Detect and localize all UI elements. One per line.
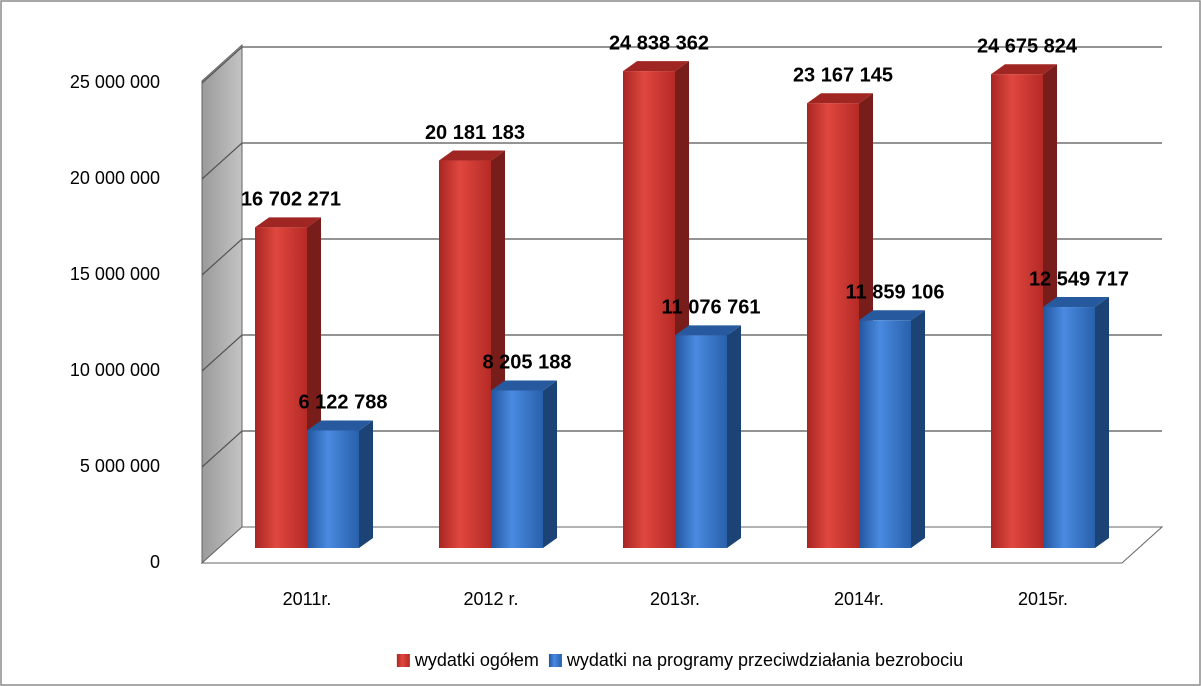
y-tick-label: 5 000 000 <box>80 456 160 476</box>
y-tick-label: 0 <box>150 552 160 572</box>
bar-side <box>1095 297 1109 548</box>
bar <box>1043 307 1095 548</box>
x-tick-label: 2015r. <box>1018 589 1068 609</box>
bar-top <box>807 93 873 104</box>
value-label: 11 076 761 <box>662 297 761 319</box>
x-tick-label: 2014r. <box>834 589 884 609</box>
bar-top <box>1043 297 1109 308</box>
bar-top <box>307 420 373 431</box>
bar-top <box>491 380 557 391</box>
bar <box>439 160 491 548</box>
bar-side <box>727 325 741 548</box>
legend-label: wydatki ogółem <box>414 650 539 670</box>
y-tick-label: 15 000 000 <box>70 264 160 284</box>
x-tick-label: 2011r. <box>283 589 332 609</box>
value-label: 16 702 271 <box>241 189 341 211</box>
bar <box>491 390 543 548</box>
value-label: 8 205 188 <box>483 352 572 374</box>
bar-side <box>911 310 925 548</box>
bar-side <box>543 380 557 548</box>
bar <box>675 335 727 548</box>
legend-swatch <box>548 654 562 667</box>
y-tick-label: 20 000 000 <box>70 168 160 188</box>
value-label: 24 838 362 <box>609 32 709 54</box>
bar-top <box>991 64 1057 75</box>
bar-top <box>439 150 505 161</box>
value-label: 23 167 145 <box>793 64 893 86</box>
value-label: 24 675 824 <box>977 36 1078 58</box>
side-wall <box>201 43 243 565</box>
bar <box>807 103 859 548</box>
grid-line <box>201 46 1162 84</box>
y-tick-label: 25 000 000 <box>70 72 160 92</box>
value-label: 6 122 788 <box>299 392 388 414</box>
bar-top <box>675 325 741 336</box>
value-label: 11 859 106 <box>846 282 945 304</box>
legend-swatch <box>396 654 410 667</box>
bar <box>255 227 307 548</box>
bar-side <box>359 420 373 548</box>
bar <box>307 430 359 548</box>
legend-label: wydatki na programy przeciwdziałania bez… <box>566 650 963 670</box>
bar <box>623 71 675 548</box>
bar <box>991 74 1043 548</box>
bar-top <box>623 61 689 72</box>
bar-top <box>255 217 321 228</box>
value-label: 12 549 717 <box>1029 268 1129 290</box>
x-tick-label: 2013r. <box>650 589 700 609</box>
y-tick-label: 10 000 000 <box>70 360 160 380</box>
bar <box>859 320 911 548</box>
x-tick-label: 2012 r. <box>463 589 518 609</box>
value-label: 20 181 183 <box>425 122 525 144</box>
bar-top <box>859 310 925 321</box>
